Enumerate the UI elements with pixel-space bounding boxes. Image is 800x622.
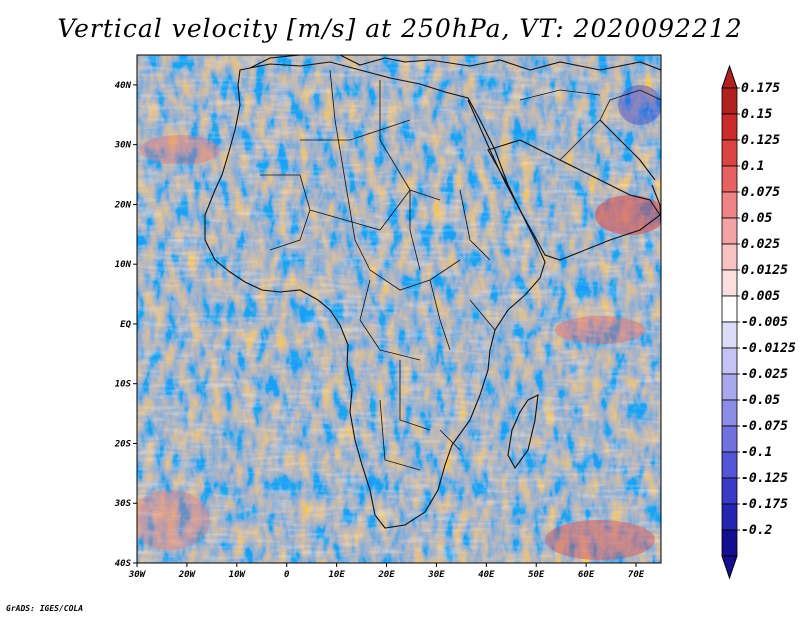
colorbar-label: 0.005 [741, 289, 780, 304]
red-sea [467, 99, 521, 211]
africa-coastline [204, 61, 546, 529]
plot-frame [136, 54, 662, 564]
colorbar-top-arrow [721, 64, 738, 89]
colorbar-swatch [721, 347, 738, 375]
colorbar-label: -0.125 [741, 471, 788, 486]
colorbar-label: 0.0125 [741, 263, 788, 278]
colorbar-swatch [721, 191, 738, 219]
footer-credit: GrADS: IGES/COLA [6, 604, 84, 613]
colorbar-swatch [721, 295, 738, 323]
colorbar-swatch [721, 477, 738, 505]
colorbar-label: 0.075 [741, 185, 780, 200]
europe-coast [249, 55, 661, 71]
x-tick-label: 0 [284, 570, 290, 580]
y-tick-label: 10N [115, 260, 132, 270]
y-tick-label: 20S [114, 439, 132, 449]
map-title: Vertical velocity [m/s] at 250hPa, VT: 2… [57, 14, 743, 43]
colorbar-label: -0.175 [741, 497, 788, 512]
y-tick-label: 40N [115, 81, 132, 91]
colorbar-label: -0.075 [741, 419, 788, 434]
colorbar-label: -0.025 [741, 367, 788, 382]
y-tick-label: EQ [120, 320, 131, 330]
colorbar-swatch [721, 217, 738, 245]
colorbar-label: 0.025 [741, 237, 780, 252]
y-axis: 40N 30N 20N 10N EQ 10S 20S 30S 40S [114, 81, 137, 569]
colorbar-swatch [721, 529, 738, 557]
colorbar: 0.175 0.15 0.125 0.1 0.075 0.05 0.025 0.0125 0.0… [721, 64, 796, 580]
colorbar-label: 0.175 [741, 81, 780, 96]
colorbar-label: 0.05 [741, 211, 772, 226]
colorbar-label: -0.1 [741, 445, 772, 460]
y-tick-label: 30S [114, 499, 132, 509]
x-tick-label: 20E [377, 570, 395, 580]
colorbar-swatch [721, 87, 738, 115]
country-borders [260, 69, 661, 471]
x-tick-label: 30E [427, 570, 445, 580]
colorbar-swatch [721, 373, 738, 401]
colorbar-swatch [721, 399, 738, 427]
colorbar-swatch [721, 165, 738, 193]
colorbar-swatch [721, 503, 738, 531]
colorbar-bottom-arrow [721, 555, 738, 580]
colorbar-label: 0.125 [741, 133, 780, 148]
x-tick-label: 30W [128, 570, 147, 580]
colorbar-label: 0.15 [741, 107, 772, 122]
arabian-peninsula [487, 139, 661, 261]
colorbar-label: -0.005 [741, 315, 788, 330]
madagascar [507, 394, 539, 470]
velocity-field [137, 55, 661, 563]
x-tick-label: 10E [328, 570, 345, 580]
x-tick-label: 40E [478, 570, 495, 580]
colorbar-label: 0.1 [741, 159, 764, 174]
x-tick-label: 20W [178, 570, 197, 580]
persian-gulf [599, 119, 656, 181]
x-axis: 30W 20W 10W 0 10E 20E 30E 40E 50E 60E 70E [128, 563, 645, 580]
colorbar-swatch [721, 451, 738, 479]
colorbar-swatch [721, 113, 738, 141]
y-tick-label: 10S [115, 380, 132, 390]
colorbar-label: -0.05 [741, 393, 780, 408]
x-tick-label: 60E [578, 570, 595, 580]
y-tick-label: 40S [115, 559, 132, 569]
colorbar-label: -0.2 [741, 523, 772, 538]
colorbar-swatch [721, 321, 738, 349]
colorbar-label: -0.0125 [741, 341, 796, 356]
x-tick-label: 70E [628, 570, 645, 580]
x-tick-label: 10W [229, 570, 247, 580]
y-tick-label: 30N [114, 141, 132, 151]
colorbar-swatch [721, 243, 738, 271]
colorbar-swatch [721, 425, 738, 453]
colorbar-swatch [721, 269, 738, 297]
x-tick-label: 50E [528, 570, 545, 580]
coastlines [204, 55, 661, 529]
y-tick-label: 20N [114, 200, 132, 210]
colorbar-swatch [721, 139, 738, 167]
